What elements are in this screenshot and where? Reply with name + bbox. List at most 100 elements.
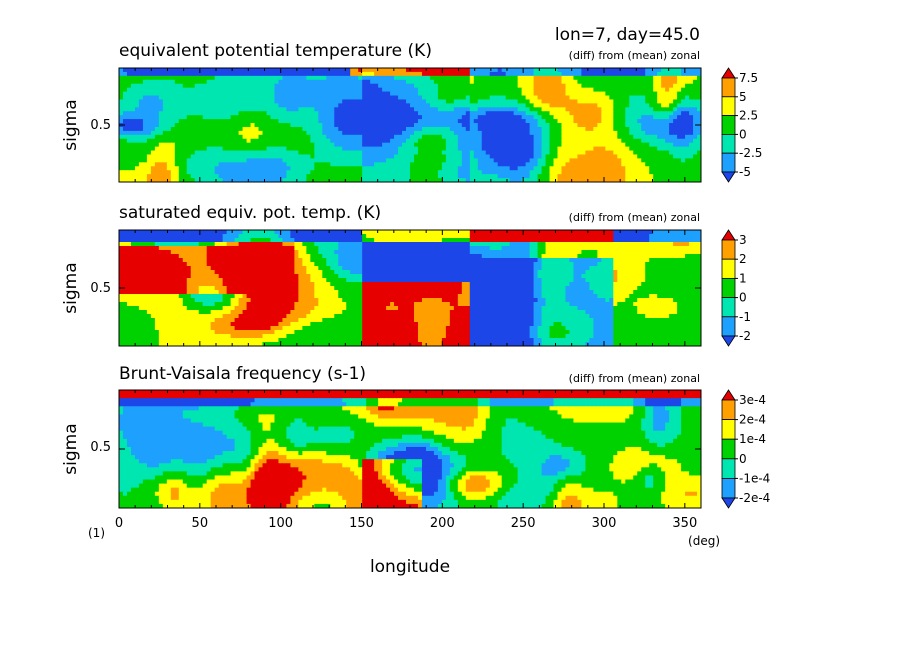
contour-cell [194,87,200,93]
contour-cell [390,79,395,85]
contour-cell [661,123,666,128]
contour-cell [374,230,379,235]
contour-cell [178,103,184,108]
contour-cell [421,166,427,171]
contour-cell [314,126,319,132]
contour-cell [186,123,192,128]
contour-cell [417,87,423,93]
contour-cell [573,95,579,101]
contour-cell [306,230,311,235]
contour-cell [525,174,531,179]
contour-cell [334,166,339,171]
contour-cell [617,115,622,120]
contour-cell [677,119,682,124]
contour-cell [334,99,339,104]
contour-cell [334,119,339,124]
contour-cell [481,146,487,152]
contour-cell [174,115,180,120]
contour-cell [549,146,555,152]
contour-cell [410,178,415,182]
contour-cell [354,174,359,179]
contour-cell [282,130,288,136]
contour-cell [198,126,204,132]
contour-cell [425,166,431,171]
contour-cell [609,126,614,132]
contour-cell [653,99,658,104]
contour-cell [569,95,575,101]
contour-cell [645,142,650,148]
contour-cell [302,178,307,182]
contour-cell [214,103,220,108]
contour-cell [302,170,307,175]
contour-cell [549,119,555,124]
contour-cell [585,242,590,247]
contour-cell [489,111,495,116]
contour-cell [174,174,180,179]
contour-cell [302,75,307,81]
contour-cell [469,87,475,93]
contour-cell [637,71,642,77]
contour-cell [549,75,555,81]
contour-cell [266,107,272,112]
contour-cell [398,115,403,120]
contour-cell [473,68,479,73]
contour-cell [370,146,375,152]
contour-cell [130,242,136,247]
contour-cell [481,166,487,171]
contour-cell [665,178,670,182]
contour-cell [493,174,499,179]
contour-cell [202,91,208,97]
contour-cell [613,238,618,243]
contour-cell [134,174,140,179]
contour-cell [382,87,387,93]
contour-cell [266,166,272,171]
contour-cell [258,142,264,148]
contour-cell [119,119,124,124]
contour-cell [386,138,391,144]
contour-cell [186,115,192,120]
contour-cell [605,242,610,247]
contour-cell [673,146,678,152]
contour-cell [493,138,499,144]
contour-cell [621,107,626,112]
contour-cell [497,178,503,182]
contour-cell [429,234,435,239]
contour-cell [370,126,375,132]
contour-cell [286,75,292,81]
contour-cell [637,68,642,73]
contour-cell [390,126,395,132]
contour-cell [178,130,184,136]
contour-cell [629,83,634,89]
contour-cell [350,154,355,160]
contour-cell [386,130,391,136]
contour-cell [681,134,686,140]
contour-cell [629,95,634,101]
contour-cell [390,71,395,77]
contour-cell [657,75,662,81]
contour-cell [122,123,128,128]
contour-cell [665,174,670,179]
contour-cell [645,103,650,108]
contour-cell [394,138,399,144]
contour-cell [398,134,403,140]
contour-cell [122,138,128,144]
contour-cell [641,174,646,179]
contour-cell [226,158,232,163]
contour-cell [461,68,467,73]
contour-cell [697,107,701,112]
contour-cell [250,142,256,148]
contour-cell [326,119,331,124]
contour-cell [505,126,511,132]
contour-cell [318,238,323,243]
contour-cell [170,174,176,179]
contour-cell [294,150,299,156]
contour-cell [138,154,144,160]
contour-cell [286,103,292,108]
contour-cell [362,158,367,163]
contour-cell [378,83,383,89]
contour-cell [501,178,507,182]
contour-cell [214,178,220,182]
contour-cell [130,130,136,136]
contour-cell [629,166,634,171]
contour-cell [541,238,547,243]
